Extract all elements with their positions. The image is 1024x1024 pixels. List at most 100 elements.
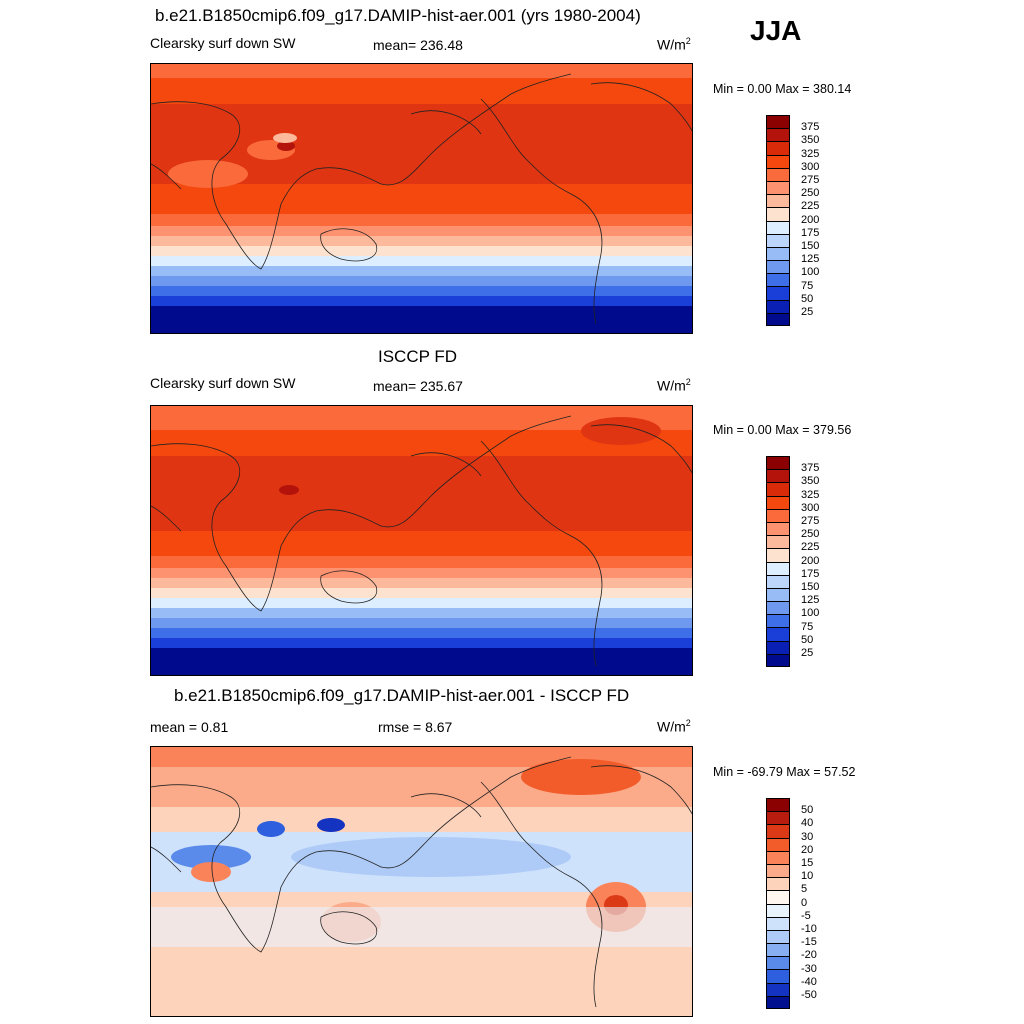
- colorbar-tick-label: 100: [801, 266, 820, 279]
- colorbar-tick-label: -40: [801, 975, 817, 988]
- colorbar-swatch: [766, 299, 790, 313]
- colorbar-tick-label: 0: [801, 896, 808, 909]
- colorbar-swatch: [766, 495, 790, 509]
- colorbar-tick-label: 275: [801, 515, 820, 527]
- panel2-units: W/m2: [657, 377, 691, 394]
- colorbar-swatch: [766, 521, 790, 536]
- colorbar-swatch: [766, 273, 790, 287]
- colorbar-swatch: [766, 837, 790, 851]
- colorbar-swatch: [766, 890, 790, 904]
- colorbar-tick-label: -20: [801, 949, 817, 962]
- panel1-colorbar: [766, 115, 790, 326]
- colorbar-tick-label: -5: [801, 909, 811, 922]
- colorbar-swatch: [766, 233, 790, 247]
- colorbar-tick-label: 50: [801, 804, 814, 817]
- colorbar-swatch: [766, 956, 790, 970]
- colorbar-swatch: [766, 548, 790, 562]
- colorbar-tick-label: 25: [801, 306, 814, 318]
- colorbar-swatch: [766, 312, 790, 326]
- colorbar-tick-label: 175: [801, 226, 820, 239]
- colorbar-tick-label: 300: [801, 160, 820, 173]
- colorbar-tick-label: 20: [801, 843, 814, 856]
- colorbar-swatch: [766, 167, 790, 181]
- colorbar-swatch: [766, 850, 790, 864]
- panel1-map: [150, 63, 693, 334]
- colorbar-tick-label: 200: [801, 213, 820, 226]
- colorbar-swatch: [766, 929, 790, 944]
- colorbar-swatch: [766, 456, 790, 470]
- colorbar-tick-label: -30: [801, 962, 817, 975]
- panel1-variable-label: Clearsky surf down SW: [150, 35, 296, 51]
- colorbar-tick-label: 350: [801, 475, 820, 488]
- colorbar-swatch: [766, 246, 790, 261]
- colorbar-tick-label: 100: [801, 607, 820, 620]
- colorbar-swatch: [766, 260, 790, 274]
- colorbar-tick-label: 25: [801, 647, 814, 659]
- colorbar-swatch: [766, 141, 790, 155]
- colorbar-tick-label: 5: [801, 883, 808, 896]
- panel3-colorbar: [766, 798, 790, 1009]
- season-label: JJA: [750, 15, 802, 46]
- colorbar-swatch: [766, 194, 790, 208]
- colorbar-tick-label: 150: [801, 581, 820, 593]
- colorbar-swatch: [766, 995, 790, 1009]
- colorbar-tick-label: 50: [801, 633, 814, 646]
- colorbar-tick-label: 50: [801, 292, 814, 305]
- colorbar-swatch: [766, 482, 790, 496]
- colorbar-tick-label: 175: [801, 567, 820, 580]
- panel2-colorbar: [766, 456, 790, 667]
- colorbar-swatch: [766, 824, 790, 838]
- colorbar-tick-label: 125: [801, 253, 820, 266]
- colorbar-swatch: [766, 508, 790, 522]
- colorbar-swatch: [766, 286, 790, 300]
- colorbar-tick-label: 300: [801, 501, 820, 514]
- colorbar-tick-label: -50: [801, 989, 817, 1001]
- colorbar-tick-label: 200: [801, 554, 820, 567]
- colorbar-tick-label: 375: [801, 121, 820, 134]
- colorbar-swatch: [766, 903, 790, 917]
- colorbar-swatch: [766, 561, 790, 575]
- colorbar-swatch: [766, 220, 790, 234]
- colorbar-tick-label: -15: [801, 936, 817, 949]
- colorbar-tick-label: 10: [801, 870, 814, 883]
- panel2-min-max: Min = 0.00 Max = 379.56: [713, 423, 852, 437]
- panel3-rmse-label: rmse = 8.67: [378, 719, 453, 735]
- colorbar-swatch: [766, 653, 790, 667]
- colorbar-swatch: [766, 207, 790, 221]
- colorbar-swatch: [766, 535, 790, 549]
- colorbar-tick-label: 75: [801, 620, 814, 633]
- panel1-units: W/m2: [657, 36, 691, 53]
- panel2-title: ISCCP FD: [378, 347, 458, 366]
- panel3-map: [150, 746, 693, 1017]
- colorbar-tick-label: 15: [801, 857, 814, 869]
- colorbar-tick-label: 250: [801, 187, 820, 200]
- colorbar-swatch: [766, 128, 790, 142]
- colorbar-tick-label: 75: [801, 279, 814, 292]
- colorbar-swatch: [766, 811, 790, 825]
- panel1-mean-label: mean= 236.48: [373, 37, 463, 53]
- colorbar-tick-label: 325: [801, 147, 820, 160]
- panel2-map: [150, 405, 693, 676]
- panel3-min-max: Min = -69.79 Max = 57.52: [713, 765, 856, 779]
- colorbar-tick-label: 225: [801, 200, 820, 213]
- panel2-mean-label: mean= 235.67: [373, 378, 463, 394]
- colorbar-tick-label: 375: [801, 462, 820, 475]
- colorbar-tick-label: 275: [801, 174, 820, 186]
- colorbar-swatch: [766, 969, 790, 983]
- colorbar-swatch: [766, 640, 790, 654]
- panel3-title: b.e21.B1850cmip6.f09_g17.DAMIP-hist-aer.…: [174, 686, 630, 705]
- colorbar-tick-label: 225: [801, 541, 820, 554]
- colorbar-tick-label: 125: [801, 594, 820, 607]
- colorbar-tick-label: 250: [801, 528, 820, 541]
- colorbar-swatch: [766, 601, 790, 615]
- colorbar-swatch: [766, 798, 790, 812]
- colorbar-swatch: [766, 614, 790, 628]
- colorbar-swatch: [766, 574, 790, 588]
- colorbar-swatch: [766, 115, 790, 129]
- panel1-title: b.e21.B1850cmip6.f09_g17.DAMIP-hist-aer.…: [155, 6, 641, 25]
- colorbar-tick-label: 350: [801, 134, 820, 147]
- panel3-mean-label: mean = 0.81: [150, 719, 229, 735]
- colorbar-swatch: [766, 154, 790, 168]
- colorbar-swatch: [766, 916, 790, 930]
- colorbar-swatch: [766, 469, 790, 483]
